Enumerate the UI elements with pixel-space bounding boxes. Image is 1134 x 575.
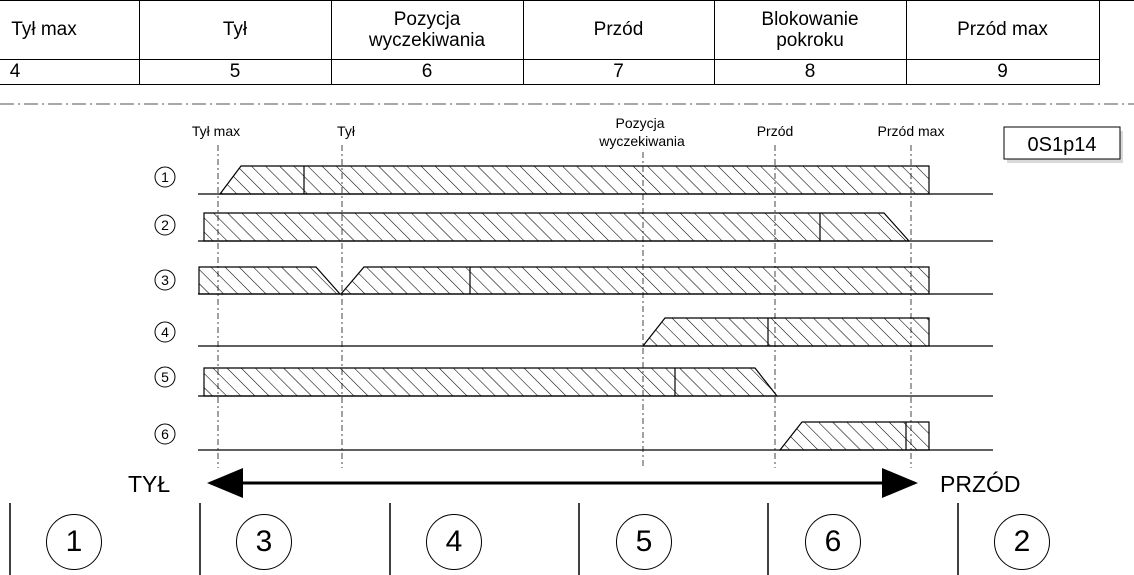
row-4: 4 xyxy=(154,317,993,347)
header-table: Tył max Tył Pozycja wyczekiwania Przód B… xyxy=(0,0,1134,86)
position-label-przod: Przód xyxy=(757,123,794,139)
position-label-tyl-max: Tył max xyxy=(192,123,240,139)
table-col-divider xyxy=(714,0,715,85)
section-circle: 2 xyxy=(994,514,1050,570)
column-title-przod: Przód xyxy=(593,19,644,40)
section-circle: 1 xyxy=(46,514,102,570)
column-title-pozycja-wyczekiwania: Pozycja wyczekiwania xyxy=(368,8,486,51)
table-col-divider xyxy=(1099,0,1100,85)
section-circle: 3 xyxy=(236,514,292,570)
column-number: 8 xyxy=(804,61,816,82)
row-5: 5 xyxy=(154,366,993,397)
row-3: 3 xyxy=(154,266,993,295)
table-row-divider xyxy=(0,59,1100,60)
row-number: 1 xyxy=(161,169,169,185)
diagram-code: 0S1p14 xyxy=(1028,134,1097,156)
position-label-przod-max: Przód max xyxy=(878,123,945,139)
section-circle: 4 xyxy=(426,514,482,570)
table-col-divider xyxy=(331,0,332,85)
table-col-divider xyxy=(906,0,907,85)
column-number: 5 xyxy=(229,61,241,82)
column-title-przod-max: Przód max xyxy=(957,19,1048,40)
table-bottom-border xyxy=(0,84,1100,85)
direction-label-left: TYŁ xyxy=(128,471,170,497)
active-bar xyxy=(198,266,342,295)
active-bar xyxy=(778,421,930,451)
position-label-tyl: Tył xyxy=(337,123,356,139)
table-col-divider xyxy=(139,0,140,85)
active-bar xyxy=(641,317,930,347)
column-number: 7 xyxy=(613,61,624,82)
direction-label-right: PRZÓD xyxy=(940,471,1021,497)
row-number: 6 xyxy=(161,426,169,442)
table-top-border xyxy=(0,0,1134,1)
row-number: 4 xyxy=(161,324,169,340)
row-1: 1 xyxy=(154,165,993,195)
row-6: 6 xyxy=(154,421,993,451)
column-number: 9 xyxy=(997,61,1008,82)
section-circle: 6 xyxy=(805,514,861,570)
row-number: 2 xyxy=(161,217,169,233)
column-number: 6 xyxy=(421,61,433,82)
row-number: 5 xyxy=(161,369,169,385)
row-number: 3 xyxy=(161,272,169,288)
active-bar xyxy=(203,212,911,242)
active-bar xyxy=(218,165,930,195)
column-title-blokowanie-pokroku: Blokowanie pokroku xyxy=(761,8,859,51)
diagram-code-badge: 0S1p14 xyxy=(1003,126,1123,163)
row-2: 2 xyxy=(154,212,993,242)
bottom-dividers xyxy=(9,503,959,575)
active-bar xyxy=(339,266,930,295)
column-title-tyl: Tył xyxy=(222,19,248,40)
table-col-divider xyxy=(523,0,524,85)
position-label-pozycja: Pozycja wyczekiwania xyxy=(598,115,685,149)
section-circle: 5 xyxy=(616,514,672,570)
column-title-tyl-max: Tył max xyxy=(11,19,77,40)
active-bar xyxy=(203,367,779,397)
position-guides xyxy=(217,145,912,468)
column-number: 4 xyxy=(9,61,21,82)
